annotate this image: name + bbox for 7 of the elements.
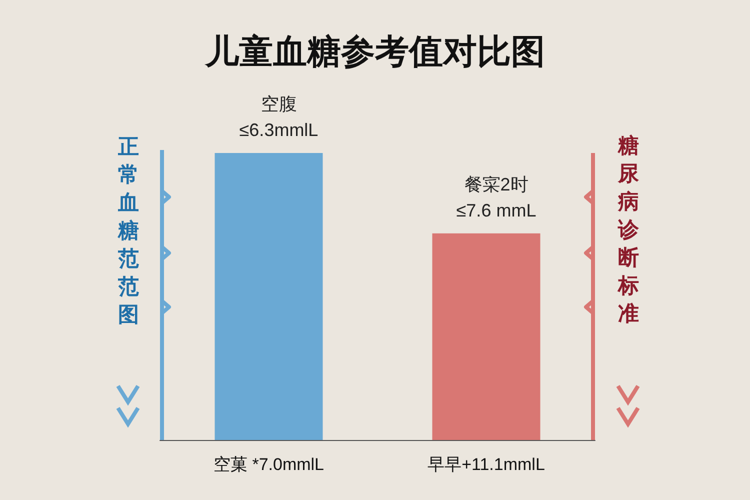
y2-axis-title: 糖尿病诊断标准 <box>617 134 640 326</box>
y-axis-title: 正常血糖范范图 <box>117 136 139 326</box>
annotation: 餐寀2时 ≤7.6 mmL <box>456 174 536 220</box>
x-tick-label: 空菓 *7.0mmlL <box>213 455 324 474</box>
chart-title: 儿童血糖参考值对比图 <box>204 32 545 72</box>
annotation: 空腹 ≤6.3mmlL <box>239 94 318 140</box>
x-tick-label: 早早+11.1mmlL <box>428 455 545 474</box>
